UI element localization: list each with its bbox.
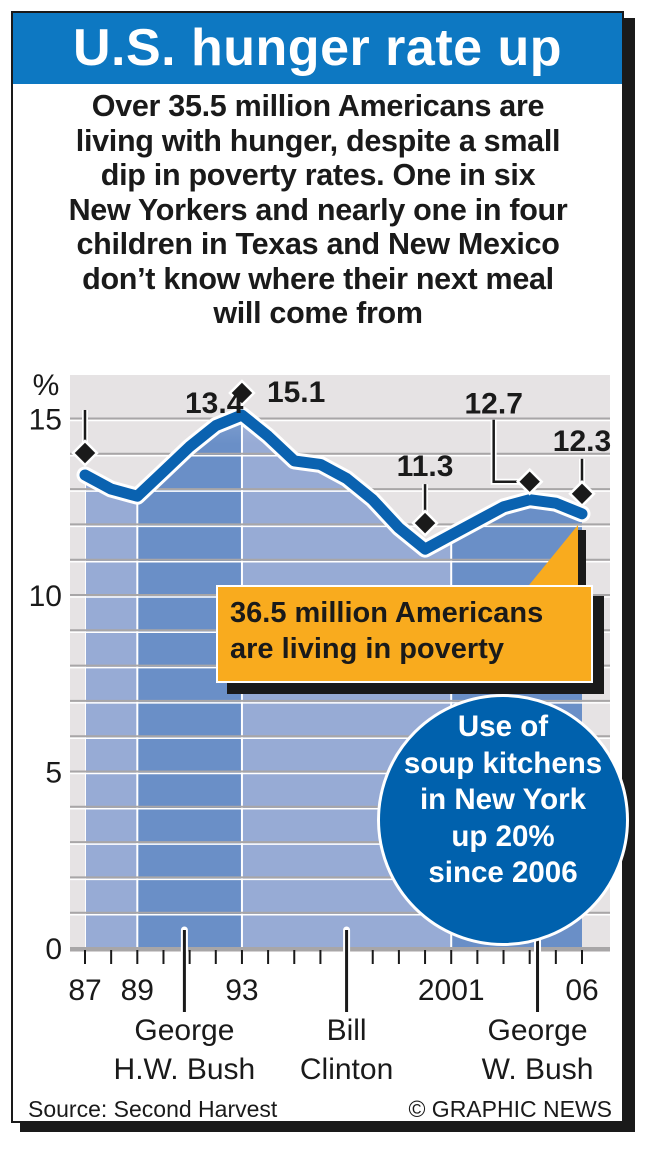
presidency-label: George [487,1014,587,1047]
data-point-marker [515,467,544,496]
y-tick-label: 0 [45,933,62,966]
x-tick-label: 93 [225,974,258,1007]
callout-line: 36.5 million Americans [230,597,544,629]
callout-pointer-shape [525,525,578,590]
data-label: 11.3 [397,450,454,483]
data-label: 15.1 [267,376,325,409]
credit: © GRAPHIC NEWS [408,1096,612,1122]
data-point-marker [71,439,99,467]
source-note: Source: Second Harvest [28,1096,278,1122]
subtitle: Over 35.5 million Americans are living w… [23,89,613,331]
subtitle-line: living with hunger, despite a small [75,123,561,158]
subtitle-line: don’t know where their next meal [82,261,554,296]
subtitle-line: children in Texas and New Mexico [76,227,560,261]
poverty-callout: 36.5 million Americans are living in pov… [216,585,593,683]
bubble-line: since 2006 [428,856,578,889]
subtitle-line: dip in poverty rates. One in six [100,158,536,192]
presidency-label: Bill [327,1014,367,1047]
data-point-marker [228,379,256,407]
bubble-line: in New York [419,783,587,816]
presidency-label: H.W. Bush [114,1053,256,1086]
data-label: 12.7 [464,388,522,421]
x-tick-label: 89 [121,974,154,1007]
x-tick-label: 87 [68,974,101,1007]
y-axis-unit: % [33,369,60,402]
subtitle-line: will come from [213,296,423,330]
subtitle-line: Over 35.5 million Americans are [91,89,545,123]
y-tick-label: 5 [45,757,62,790]
soup-kitchen-bubble: Use of soup kitchens in New York up 20% … [377,694,629,946]
presidency-label: George [134,1014,234,1047]
data-label: 12.3 [553,425,611,458]
bubble-line: soup kitchens [403,746,603,780]
bubble-line: Use of [457,710,549,743]
presidency-label: W. Bush [482,1053,594,1086]
x-tick-label: 2001 [418,974,485,1007]
data-point-marker [568,480,596,508]
subtitle-line: New Yorkers and nearly one in four [68,192,568,227]
data-label: 13.4 [185,387,244,420]
callout-line: are living in poverty [230,633,504,665]
x-tick-label: 06 [565,974,598,1007]
presidency-label: Clinton [300,1053,393,1086]
data-point-marker [411,509,439,537]
title: U.S. hunger rate up [13,13,622,84]
y-tick-label: 10 [29,580,62,613]
callout-pointer-shadow [578,530,586,590]
bubble-line: up 20% [451,819,555,853]
y-tick-label: 15 [29,404,62,437]
series-line [79,409,588,555]
